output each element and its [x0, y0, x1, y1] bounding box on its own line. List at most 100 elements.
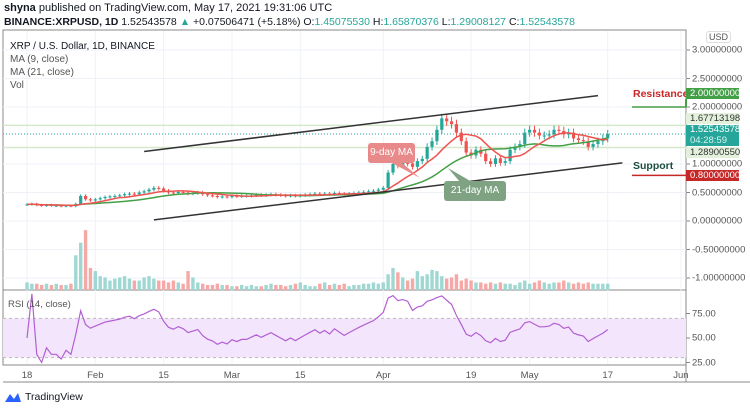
candle-body	[489, 161, 493, 164]
volume-bar	[279, 284, 283, 290]
volume-bar	[108, 280, 112, 290]
candle-body	[464, 141, 468, 153]
volume-bar	[74, 255, 78, 290]
volume-bar	[215, 283, 220, 290]
candle-body	[108, 196, 112, 198]
candle-body	[391, 164, 395, 173]
volume-bar	[327, 284, 332, 290]
price-tick-label: 2.00000000	[692, 101, 743, 113]
rsi-legend[interactable]: RSI (14, close)	[8, 299, 71, 310]
volume-bar	[362, 283, 366, 290]
volume-bar	[425, 274, 429, 290]
candle-body	[420, 158, 424, 162]
tradingview-logo[interactable]: TradingView	[4, 391, 83, 403]
candle-body	[484, 153, 488, 162]
low-value: 1.29008127	[450, 16, 507, 28]
ma9-line	[26, 132, 608, 207]
candle-body	[152, 187, 156, 190]
candle-body	[157, 187, 161, 189]
legend-title: XRP / U.S. Dollar, 1D, BINANCE	[10, 41, 155, 52]
volume-bar	[606, 283, 610, 290]
volume-bar	[186, 271, 190, 290]
candle-body	[220, 196, 224, 198]
volume-bar	[313, 286, 317, 290]
volume-bar	[240, 284, 244, 290]
volume-bar	[440, 276, 444, 290]
volume-bar	[78, 242, 83, 290]
volume-bar	[415, 271, 420, 290]
support-price-box: 0.80000000	[686, 170, 740, 181]
open-label: O:	[303, 16, 315, 28]
volume-bar	[191, 277, 195, 290]
candle-body	[406, 162, 410, 164]
candle-body	[552, 129, 556, 135]
candle-body	[132, 193, 136, 195]
date-tick: May	[520, 370, 539, 381]
volume-bar	[113, 278, 117, 290]
volume-bar	[69, 283, 73, 290]
volume-bar	[586, 282, 590, 290]
volume-bar	[220, 284, 224, 290]
candle-body	[176, 191, 180, 194]
volume-bar	[132, 280, 137, 290]
candle-body	[127, 193, 132, 195]
volume-bar	[430, 269, 434, 290]
candle-body	[181, 191, 185, 193]
candle-body	[210, 195, 215, 197]
volume-bar	[293, 283, 298, 290]
symbol: BINANCE:XRPUSD, 1D	[4, 16, 119, 28]
ma21-callout: 21-day MA	[444, 181, 506, 201]
volume-bar	[303, 284, 307, 290]
volume-bar	[449, 277, 454, 290]
volume-bar	[147, 276, 151, 290]
volume-bar	[30, 283, 34, 290]
candle-body	[523, 132, 527, 145]
volume-bar	[547, 283, 551, 290]
legend-ma9[interactable]: MA (9, close)	[10, 54, 69, 65]
candle-body	[371, 190, 376, 192]
legend-vol[interactable]: Vol	[10, 80, 24, 91]
volume-bar	[357, 284, 361, 290]
candle-body	[430, 141, 434, 147]
volume-bar	[469, 280, 473, 290]
volume-bar	[493, 283, 498, 290]
candle-body	[376, 189, 380, 191]
ma9-callout: 9-day MA	[368, 143, 415, 163]
candle-body	[79, 195, 83, 204]
date-tick: Apr	[375, 370, 391, 381]
candle-body	[367, 191, 371, 193]
volume-bar	[161, 280, 166, 290]
volume-bar	[405, 280, 410, 290]
volume-bar	[288, 284, 293, 290]
candle-body	[103, 197, 107, 199]
candle-body	[64, 205, 68, 207]
volume-bar	[98, 276, 102, 290]
candle-body	[386, 172, 390, 188]
volume-bar	[371, 282, 376, 290]
candle-body	[54, 205, 58, 207]
chart-legend: XRP / U.S. Dollar, 1D, BINANCE MA (9, cl…	[10, 40, 155, 92]
volume-bar	[332, 283, 337, 290]
candle-body	[591, 144, 595, 147]
candle-body	[547, 134, 551, 136]
volume-bar	[342, 283, 346, 290]
volume-bar	[152, 278, 156, 290]
currency-label[interactable]: USD	[706, 31, 732, 43]
volume-bar	[103, 277, 107, 290]
candle-body	[435, 129, 439, 142]
candle-body	[205, 194, 210, 196]
volume-bar	[552, 282, 556, 290]
volume-bar	[444, 278, 449, 290]
volume-bar	[264, 284, 268, 290]
volume-bar	[376, 283, 381, 290]
candle-body	[59, 205, 63, 207]
legend-ma21[interactable]: MA (21, close)	[10, 67, 74, 78]
volume-bar	[235, 286, 239, 290]
volume-bar	[337, 284, 342, 290]
volume-bar	[298, 282, 302, 290]
candle-body	[508, 149, 512, 162]
open-value: 1.45075530	[314, 16, 370, 28]
level-low-box: 1.28900550	[686, 147, 740, 158]
close-label: C:	[508, 16, 520, 28]
